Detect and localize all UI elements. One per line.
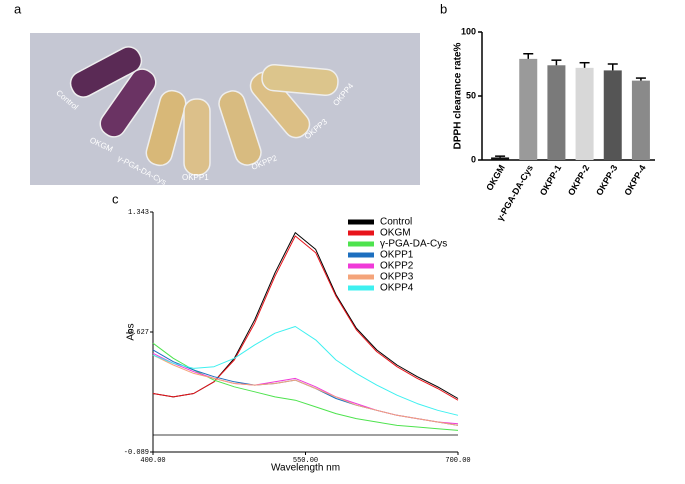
series-line [152, 349, 459, 426]
series-line [152, 326, 459, 416]
series-line [152, 235, 459, 401]
x-tick-label: OKPP-4 [622, 163, 647, 197]
legend-label: OKGM [380, 228, 411, 239]
legend-label: OKPP3 [380, 272, 414, 283]
legend-label: OKPP2 [380, 261, 414, 272]
photo: Control OKGM γ-PGA-DA-Cys OKPP1 OKPP2 OK… [30, 33, 420, 187]
x-axis-label: Wavelength nm [271, 463, 340, 474]
legend-label: γ-PGA-DA-Cys [380, 239, 447, 250]
legend-label: OKPP1 [380, 250, 414, 261]
y-tick-label: 0.627 [128, 329, 149, 337]
y-axis-label: Abs [126, 323, 137, 340]
y-tick-label: -0.089 [124, 449, 149, 457]
x-tick-label: OKPP-1 [538, 163, 563, 197]
y-tick-label: 100 [461, 26, 476, 36]
tubes [69, 46, 339, 176]
x-tick-label: 700.00 [445, 457, 470, 465]
photo-label: OKPP1 [182, 173, 209, 182]
legend-label: Control [380, 217, 412, 228]
bar [575, 67, 594, 160]
panel-letter: c [112, 191, 119, 206]
bar [547, 65, 566, 160]
y-tick-label: 50 [466, 90, 476, 100]
y-axis-label: DPPH clearance rate% [453, 43, 464, 150]
series-line [152, 352, 459, 425]
bar [603, 70, 622, 160]
bar [491, 157, 510, 160]
panel-letter: a [14, 1, 22, 16]
bar [519, 58, 538, 160]
bar [631, 80, 650, 160]
legend-label: OKPP4 [380, 283, 414, 294]
x-tick-label: OKPP-2 [566, 163, 591, 197]
x-tick-label: 550.00 [293, 457, 318, 465]
x-tick-label: OKPP-3 [594, 163, 619, 197]
x-tick-label: OKGM [484, 163, 507, 192]
x-tick-label: 400.00 [140, 457, 165, 465]
y-tick-label: 1.343 [128, 209, 149, 217]
series-line [152, 354, 459, 426]
y-tick-label: 0 [471, 154, 476, 164]
panel-letter: b [440, 1, 447, 16]
